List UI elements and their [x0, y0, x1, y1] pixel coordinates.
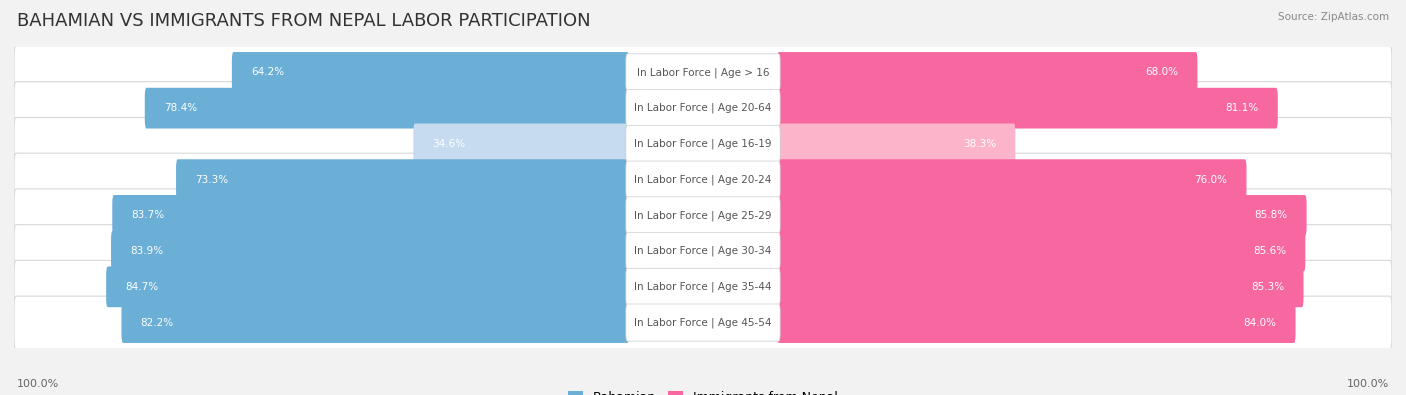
FancyBboxPatch shape: [14, 117, 1392, 170]
Text: 34.6%: 34.6%: [432, 139, 465, 149]
Text: 64.2%: 64.2%: [250, 68, 284, 77]
Text: 85.3%: 85.3%: [1251, 282, 1285, 292]
FancyBboxPatch shape: [14, 82, 1392, 135]
FancyBboxPatch shape: [778, 159, 1247, 200]
Text: 84.0%: 84.0%: [1244, 318, 1277, 327]
FancyBboxPatch shape: [778, 88, 1278, 128]
Text: 85.8%: 85.8%: [1254, 211, 1288, 220]
Text: 82.2%: 82.2%: [141, 318, 173, 327]
FancyBboxPatch shape: [14, 296, 1392, 349]
FancyBboxPatch shape: [14, 260, 1392, 313]
Text: In Labor Force | Age 20-64: In Labor Force | Age 20-64: [634, 103, 772, 113]
FancyBboxPatch shape: [626, 90, 780, 127]
FancyBboxPatch shape: [626, 233, 780, 270]
Text: In Labor Force | Age 25-29: In Labor Force | Age 25-29: [634, 210, 772, 221]
Text: BAHAMIAN VS IMMIGRANTS FROM NEPAL LABOR PARTICIPATION: BAHAMIAN VS IMMIGRANTS FROM NEPAL LABOR …: [17, 12, 591, 30]
FancyBboxPatch shape: [14, 225, 1392, 278]
Text: 100.0%: 100.0%: [1347, 379, 1389, 389]
Text: 83.9%: 83.9%: [129, 246, 163, 256]
FancyBboxPatch shape: [778, 267, 1303, 307]
FancyBboxPatch shape: [778, 52, 1198, 93]
Text: 85.6%: 85.6%: [1253, 246, 1286, 256]
Text: In Labor Force | Age 35-44: In Labor Force | Age 35-44: [634, 282, 772, 292]
Text: In Labor Force | Age 45-54: In Labor Force | Age 45-54: [634, 317, 772, 328]
FancyBboxPatch shape: [626, 268, 780, 305]
FancyBboxPatch shape: [145, 88, 628, 128]
Text: In Labor Force | Age 16-19: In Labor Force | Age 16-19: [634, 139, 772, 149]
FancyBboxPatch shape: [14, 153, 1392, 206]
Text: 100.0%: 100.0%: [17, 379, 59, 389]
FancyBboxPatch shape: [232, 52, 628, 93]
FancyBboxPatch shape: [778, 231, 1305, 271]
FancyBboxPatch shape: [111, 231, 628, 271]
Text: In Labor Force | Age 20-24: In Labor Force | Age 20-24: [634, 174, 772, 185]
Text: 81.1%: 81.1%: [1226, 103, 1258, 113]
FancyBboxPatch shape: [105, 267, 628, 307]
Legend: Bahamian, Immigrants from Nepal: Bahamian, Immigrants from Nepal: [564, 387, 842, 395]
Text: In Labor Force | Age 30-34: In Labor Force | Age 30-34: [634, 246, 772, 256]
FancyBboxPatch shape: [176, 159, 628, 200]
Text: Source: ZipAtlas.com: Source: ZipAtlas.com: [1278, 12, 1389, 22]
FancyBboxPatch shape: [626, 54, 780, 91]
FancyBboxPatch shape: [626, 197, 780, 234]
Text: 76.0%: 76.0%: [1195, 175, 1227, 184]
Text: 78.4%: 78.4%: [163, 103, 197, 113]
Text: 68.0%: 68.0%: [1146, 68, 1178, 77]
Text: 73.3%: 73.3%: [195, 175, 228, 184]
FancyBboxPatch shape: [626, 161, 780, 198]
FancyBboxPatch shape: [121, 302, 628, 343]
FancyBboxPatch shape: [778, 302, 1295, 343]
FancyBboxPatch shape: [778, 195, 1306, 236]
FancyBboxPatch shape: [626, 304, 780, 341]
FancyBboxPatch shape: [112, 195, 628, 236]
Text: 38.3%: 38.3%: [963, 139, 997, 149]
FancyBboxPatch shape: [14, 46, 1392, 99]
Text: 83.7%: 83.7%: [131, 211, 165, 220]
FancyBboxPatch shape: [413, 124, 628, 164]
FancyBboxPatch shape: [778, 124, 1015, 164]
FancyBboxPatch shape: [14, 189, 1392, 242]
Text: 84.7%: 84.7%: [125, 282, 159, 292]
FancyBboxPatch shape: [626, 125, 780, 162]
Text: In Labor Force | Age > 16: In Labor Force | Age > 16: [637, 67, 769, 78]
